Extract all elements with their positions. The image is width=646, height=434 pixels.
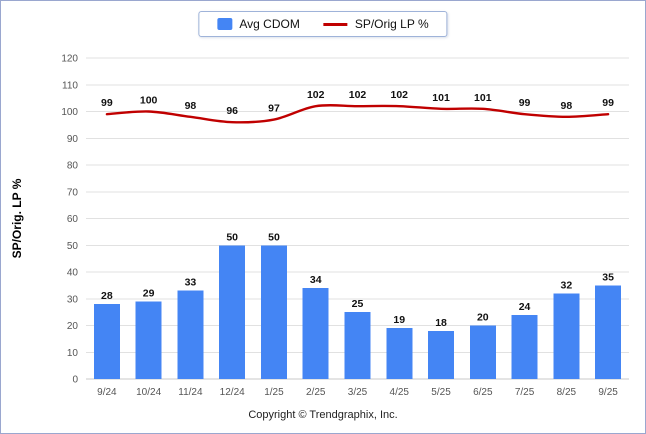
y-tick-label: 10 bbox=[67, 348, 79, 359]
line-value-label: 102 bbox=[391, 89, 409, 101]
bar-value-labels: 28 29 33 50 50 34 25 19 18 20 24 32 35 bbox=[101, 231, 614, 329]
bar-value-label: 32 bbox=[561, 279, 573, 291]
x-tick-label: 12/24 bbox=[220, 387, 245, 398]
x-tick-label: 8/25 bbox=[557, 387, 577, 398]
y-tick-label: 110 bbox=[62, 80, 78, 91]
y-axis-labels: 0 10 20 30 40 50 60 70 80 90 100 110 120 bbox=[61, 54, 78, 386]
legend-item-avg-cdom: Avg CDOM bbox=[217, 17, 300, 31]
x-tick-label: 9/24 bbox=[97, 387, 117, 398]
bar-value-label: 25 bbox=[352, 298, 364, 310]
bar-value-label: 24 bbox=[519, 301, 531, 313]
line-value-label: 100 bbox=[140, 95, 158, 107]
bar-value-label: 50 bbox=[268, 231, 280, 243]
bar bbox=[344, 312, 371, 379]
x-tick-label: 1/25 bbox=[264, 387, 284, 398]
y-tick-label: 90 bbox=[67, 134, 79, 145]
line-value-label: 98 bbox=[561, 100, 573, 112]
legend-label-sp-orig-lp: SP/Orig LP % bbox=[354, 17, 429, 31]
y-tick-label: 30 bbox=[67, 294, 79, 305]
line-value-label: 99 bbox=[101, 97, 113, 109]
bar bbox=[511, 314, 538, 379]
x-tick-label: 4/25 bbox=[390, 387, 410, 398]
bar-value-label: 18 bbox=[435, 317, 447, 329]
bar bbox=[428, 330, 455, 379]
y-tick-label: 120 bbox=[61, 54, 78, 65]
bar bbox=[386, 328, 413, 379]
line-value-label: 98 bbox=[185, 100, 197, 112]
legend-item-sp-orig-lp: SP/Orig LP % bbox=[323, 17, 429, 31]
y-tick-label: 20 bbox=[67, 321, 79, 332]
line-value-label: 101 bbox=[432, 92, 450, 104]
y-axis-title: SP/Orig. LP % bbox=[10, 178, 24, 258]
y-tick-label: 40 bbox=[67, 268, 79, 279]
line-value-label: 96 bbox=[226, 105, 238, 117]
bar-value-label: 20 bbox=[477, 312, 489, 324]
line-value-labels: 99 100 98 96 97 102 102 102 101 101 99 98 99 bbox=[101, 89, 614, 117]
x-tick-label: 3/25 bbox=[348, 387, 368, 398]
line-value-label: 102 bbox=[349, 89, 367, 101]
gridlines bbox=[86, 57, 629, 380]
x-tick-label: 9/25 bbox=[598, 387, 618, 398]
line-series bbox=[105, 103, 610, 124]
line-value-label: 97 bbox=[268, 103, 280, 115]
y-tick-label: 70 bbox=[67, 187, 79, 198]
legend-label-avg-cdom: Avg CDOM bbox=[239, 17, 300, 31]
bar bbox=[553, 293, 580, 379]
bar-value-label: 35 bbox=[602, 271, 614, 283]
line-value-label: 99 bbox=[519, 97, 531, 109]
x-tick-label: 7/25 bbox=[515, 387, 535, 398]
bar-value-label: 19 bbox=[393, 314, 405, 326]
y-tick-label: 80 bbox=[67, 161, 79, 172]
x-tick-label: 10/24 bbox=[136, 387, 161, 398]
y-tick-label: 50 bbox=[67, 241, 79, 252]
bar bbox=[135, 301, 162, 379]
line-swatch-icon bbox=[323, 22, 348, 26]
bar bbox=[93, 304, 120, 379]
x-axis-labels: 9/24 10/24 11/24 12/24 1/25 2/25 3/25 4/25 5/25 6… bbox=[97, 387, 618, 398]
bar-swatch-icon bbox=[217, 18, 233, 30]
bar-value-label: 50 bbox=[226, 231, 238, 243]
bar bbox=[260, 245, 287, 379]
bar bbox=[595, 285, 622, 379]
x-tick-label: 11/24 bbox=[178, 387, 203, 398]
x-tick-label: 5/25 bbox=[431, 387, 451, 398]
bar bbox=[219, 245, 246, 379]
line-value-label: 99 bbox=[602, 97, 614, 109]
y-tick-label: 60 bbox=[67, 214, 79, 225]
bar-value-label: 33 bbox=[185, 277, 197, 289]
bar-value-label: 34 bbox=[310, 274, 322, 286]
legend: Avg CDOM SP/Orig LP % bbox=[198, 11, 448, 37]
bar-value-label: 29 bbox=[143, 287, 155, 299]
y-tick-label: 100 bbox=[61, 107, 78, 118]
bar bbox=[469, 325, 496, 379]
bar-series bbox=[93, 245, 622, 379]
copyright-text: Copyright © Trendgraphix, Inc. bbox=[248, 409, 398, 421]
x-tick-label: 2/25 bbox=[306, 387, 326, 398]
bar-value-label: 28 bbox=[101, 290, 113, 302]
x-tick-label: 6/25 bbox=[473, 387, 493, 398]
y-tick-label: 0 bbox=[72, 375, 78, 386]
line-value-label: 102 bbox=[307, 89, 325, 101]
bar bbox=[302, 288, 329, 379]
bar bbox=[177, 290, 204, 379]
line-value-label: 101 bbox=[474, 92, 492, 104]
